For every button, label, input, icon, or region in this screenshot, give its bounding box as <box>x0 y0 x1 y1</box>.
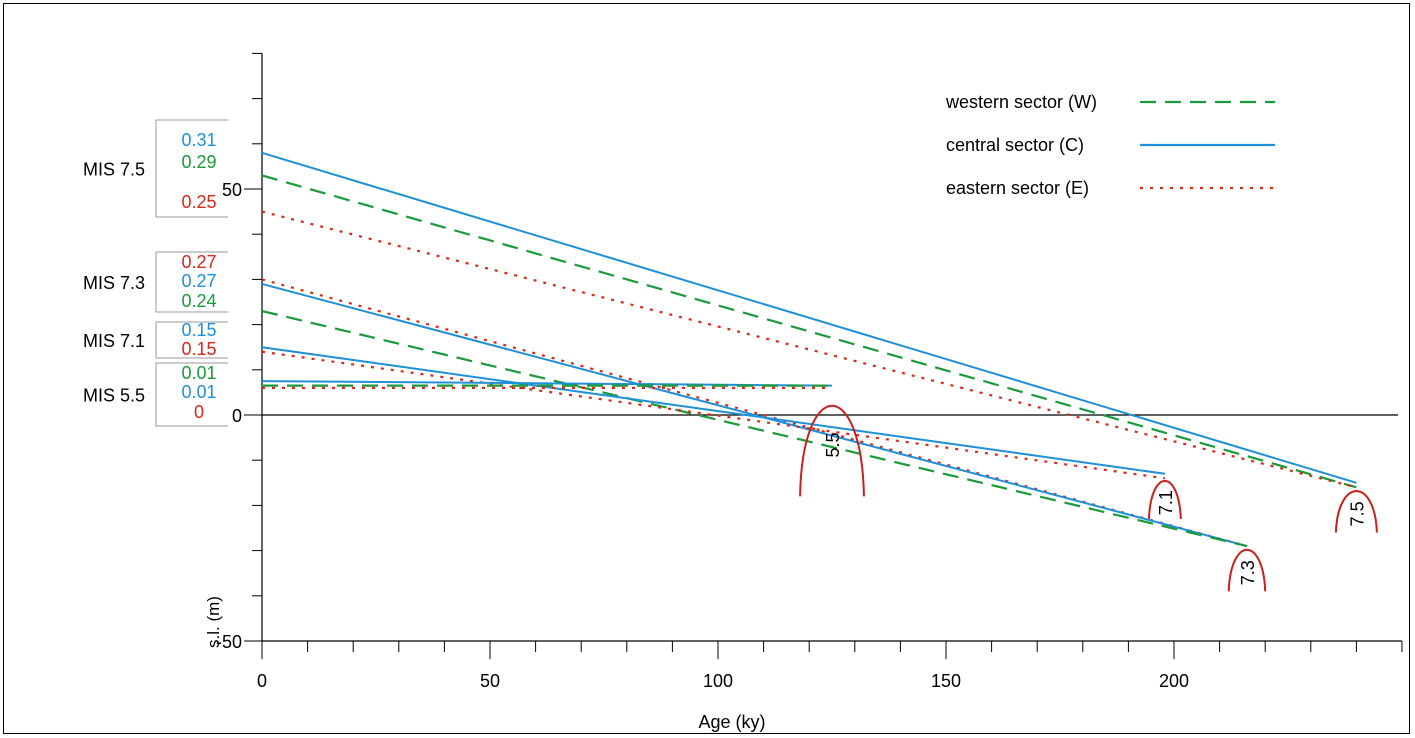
y-tick-label: 0 <box>232 406 242 426</box>
series-lines <box>261 151 1357 548</box>
highstand-curve <box>1147 479 1182 519</box>
uplift-rate-value: 0.01 <box>181 382 216 402</box>
x-axis-label: Age (ky) <box>698 712 765 732</box>
series-line-w <box>261 309 1248 548</box>
highstand-curve <box>1334 490 1378 533</box>
peak-label: 7.5 <box>1347 501 1367 526</box>
rate-box <box>155 119 228 218</box>
legend: western sector (W) central sector (C) east… <box>945 92 1275 198</box>
peak-label: 7.1 <box>1156 490 1176 515</box>
x-tick-label: 50 <box>480 671 500 691</box>
series-line-e <box>261 210 1357 489</box>
peak-label: 5.5 <box>823 432 843 457</box>
series-line-w <box>261 174 1357 489</box>
x-tick-label: 200 <box>1159 671 1189 691</box>
stage-label: MIS 7.1 <box>83 331 145 351</box>
stage-label: MIS 5.5 <box>83 386 145 406</box>
uplift-rate-value: 0.15 <box>181 339 216 359</box>
y-tick-label: 50 <box>222 180 242 200</box>
peaks: 5.5 7.1 7.3 7.5 <box>799 404 1378 592</box>
rate-box <box>155 251 228 313</box>
y-axis-label: s.l. (m) <box>204 596 223 648</box>
x-tick-label: 100 <box>703 671 733 691</box>
series-line-c <box>261 282 1248 548</box>
x-tick-label: 150 <box>931 671 961 691</box>
rate-box <box>155 362 228 427</box>
stage-label: MIS 7.5 <box>83 160 145 180</box>
legend-label: central sector (C) <box>946 135 1084 155</box>
series-line-c <box>261 346 1166 475</box>
highstand-curve <box>799 404 865 497</box>
series-line-e <box>261 350 1166 480</box>
x-tick-label: 0 <box>257 671 267 691</box>
series-line-c <box>261 151 1357 484</box>
uplift-rate-value: 0.27 <box>181 271 216 291</box>
uplift-rate-value: 0.15 <box>181 320 216 340</box>
rate-box <box>155 321 228 359</box>
uplift-rate-value: 0.29 <box>181 152 216 172</box>
chart-frame <box>3 3 1410 734</box>
legend-label: eastern sector (E) <box>946 178 1089 198</box>
legend-label: western sector (W) <box>945 92 1097 112</box>
uplift-rate-value: 0 <box>194 402 204 422</box>
highstand-curve <box>1227 548 1267 592</box>
y-tick-label: -50 <box>216 632 242 652</box>
uplift-rate-value: 0.01 <box>181 363 216 383</box>
uplift-rate-value: 0.31 <box>181 130 216 150</box>
uplift-rate-value: 0.24 <box>181 291 216 311</box>
axes: 0 50 100 150 200 -50 0 50 <box>216 52 1403 691</box>
uplift-rate-value: 0.25 <box>181 192 216 212</box>
uplift-rate-value: 0.27 <box>181 252 216 272</box>
stage-label: MIS 7.3 <box>83 273 145 293</box>
peak-label: 7.3 <box>1238 560 1258 585</box>
